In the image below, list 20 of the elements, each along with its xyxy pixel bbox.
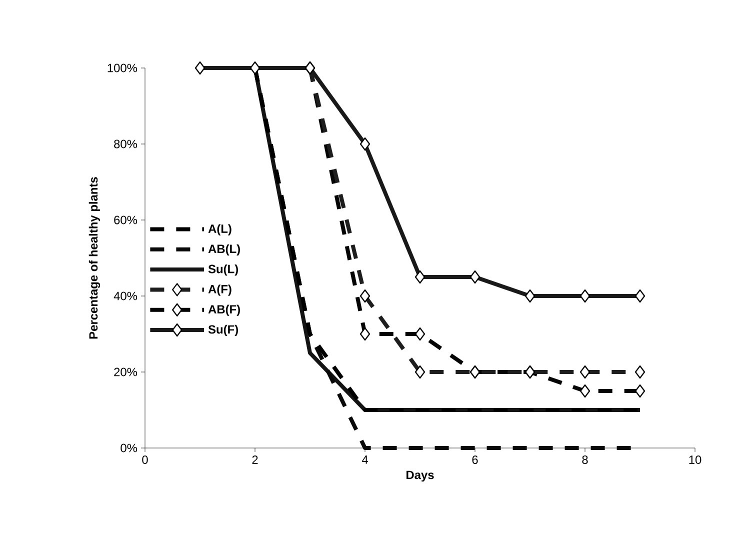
x-tick-label: 10 [689, 456, 702, 464]
y-tick-label: 40% [114, 292, 138, 300]
y-tick-label: 100% [108, 64, 138, 72]
legend-label: A(F) [208, 284, 232, 296]
legend-label: AB(L) [208, 244, 240, 256]
y-tick-label: 0% [120, 444, 138, 452]
x-tick-label: 8 [582, 456, 588, 464]
y-tick-label: 20% [114, 368, 138, 376]
x-tick-label: 6 [472, 456, 478, 464]
legend-label: Su(F) [208, 324, 238, 336]
legend-label: Su(L) [208, 264, 238, 276]
y-tick-label: 60% [114, 216, 138, 224]
x-axis-title: Days [406, 470, 434, 482]
x-tick-label: 2 [252, 456, 258, 464]
y-axis-title: Percentage of healthy plants [88, 177, 100, 339]
y-tick-label: 80% [114, 140, 138, 148]
legend-label: A(L) [208, 224, 232, 236]
x-tick-label: 4 [362, 456, 368, 464]
legend-label: AB(F) [208, 304, 240, 316]
x-tick-label: 0 [142, 456, 148, 464]
